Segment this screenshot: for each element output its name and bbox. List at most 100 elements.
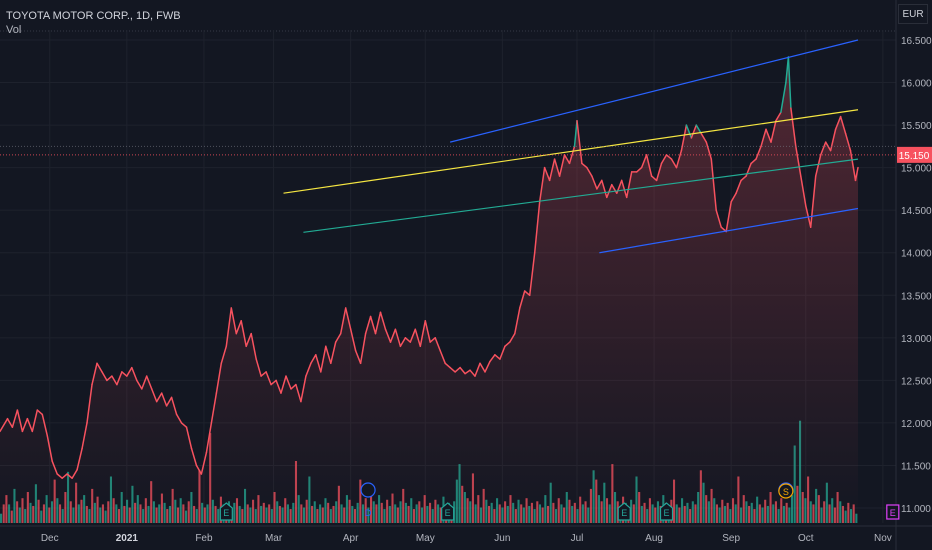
price-line-segment <box>379 311 387 331</box>
price-line-segment <box>509 332 516 343</box>
price-line-segment <box>809 175 817 228</box>
price-line-segment <box>474 362 481 377</box>
x-tick-label: Dec <box>41 533 59 544</box>
price-line-segment <box>285 375 292 390</box>
price-line-segment <box>26 417 34 433</box>
x-tick-label: May <box>416 533 435 544</box>
price-line-segment <box>576 120 583 165</box>
price-line-segment <box>150 388 158 403</box>
price-line-segment <box>620 179 628 199</box>
price-line-segment <box>295 383 302 403</box>
channel-line-mid <box>283 109 859 194</box>
price-line-segment <box>195 464 203 475</box>
price-line-segment <box>611 183 618 194</box>
price-line-segment <box>41 413 49 437</box>
price-line-segment <box>469 369 476 377</box>
x-tick-label: Mar <box>265 533 283 544</box>
price-line-segment <box>523 290 531 297</box>
price-line-segment <box>86 383 93 424</box>
last-price-label: 15.150 <box>899 151 930 162</box>
price-line-segment <box>180 422 188 428</box>
price-line-segment <box>384 328 392 343</box>
price-line-segment <box>315 354 322 373</box>
price-line-segment <box>116 371 123 386</box>
x-tick-label: Apr <box>343 533 359 544</box>
price-line-segment <box>800 175 807 207</box>
price-line-segment <box>558 154 566 177</box>
event-label: E <box>890 508 896 518</box>
price-line-segment <box>494 354 501 360</box>
price-line-segment <box>190 447 198 467</box>
price-line-segment <box>715 209 722 228</box>
price-line-segment <box>705 141 713 160</box>
price-line-segment <box>61 473 68 479</box>
price-line-segment <box>670 158 678 169</box>
price-line-segment <box>625 171 633 199</box>
price-line-segment <box>364 315 372 335</box>
price-line-segment <box>568 145 576 165</box>
price-line-segment <box>145 375 153 390</box>
price-line-segment <box>36 409 44 416</box>
price-line-segment <box>573 120 578 148</box>
price-line-segment <box>111 375 118 386</box>
x-tick-label: 2021 <box>116 533 139 544</box>
price-line-segment <box>519 290 526 309</box>
price-line-segment <box>339 307 347 335</box>
price-line-segment <box>310 354 317 365</box>
chart-legend: TOYOTA MOTOR CORP., 1D, FWB Vol <box>6 9 181 37</box>
price-line-segment <box>655 162 663 182</box>
price-line-segment <box>0 417 9 433</box>
price-area-fill <box>0 57 858 523</box>
x-tick-label: Jul <box>571 533 584 544</box>
price-line-segment <box>834 115 842 131</box>
symbol-title[interactable]: TOYOTA MOTOR CORP., 1D, FWB <box>6 10 181 22</box>
price-line-segment <box>230 307 238 335</box>
price-line-segment <box>374 311 382 335</box>
price-line-segment <box>635 166 643 173</box>
price-line-segment <box>185 426 193 450</box>
price-line-segment <box>439 349 446 365</box>
currency-badge[interactable]: EUR <box>898 4 928 24</box>
y-tick-label: 16.500 <box>901 36 932 47</box>
price-line-segment <box>459 366 466 375</box>
price-line-segment <box>429 337 436 343</box>
volume-indicator-label[interactable]: Vol <box>6 24 22 36</box>
price-line-segment <box>591 175 598 190</box>
earnings-event-icon <box>617 502 631 521</box>
price-line-segment <box>601 179 608 199</box>
event-label: E <box>663 508 669 518</box>
price-line-segment <box>844 132 852 152</box>
y-tick-label: 13.000 <box>901 334 932 345</box>
earnings-event-icon <box>659 502 674 521</box>
price-line-segment <box>349 328 357 352</box>
price-line-segment <box>225 307 233 348</box>
event-label: E <box>445 508 451 518</box>
price-line-segment <box>66 473 73 479</box>
price-line-segment <box>280 375 287 394</box>
event-label: D <box>365 508 372 518</box>
price-line-segment <box>255 358 262 377</box>
price-line-segment <box>235 320 242 335</box>
event-label: S <box>783 487 789 497</box>
price-line-segment <box>640 154 648 169</box>
price-line-segment <box>444 362 451 369</box>
price-line-segment <box>260 371 267 377</box>
price-line-segment <box>305 362 312 377</box>
price-line-segment <box>829 128 837 152</box>
price-line-segment <box>96 362 103 373</box>
y-tick-label: 15.000 <box>901 164 932 175</box>
channel-line-upper <box>449 39 859 143</box>
price-line-segment <box>245 332 252 348</box>
price-line-segment <box>200 451 208 475</box>
price-line-segment <box>394 328 402 348</box>
future-earnings-icon <box>886 504 900 520</box>
earnings-event-icon <box>441 502 455 521</box>
price-line-segment <box>849 149 857 182</box>
price-line-segment <box>484 360 491 373</box>
price-line-segment <box>645 154 653 177</box>
price-line-segment <box>359 332 367 365</box>
price-line-segment <box>205 422 213 454</box>
price-line-segment <box>553 158 561 177</box>
price-line-segment <box>121 371 128 377</box>
